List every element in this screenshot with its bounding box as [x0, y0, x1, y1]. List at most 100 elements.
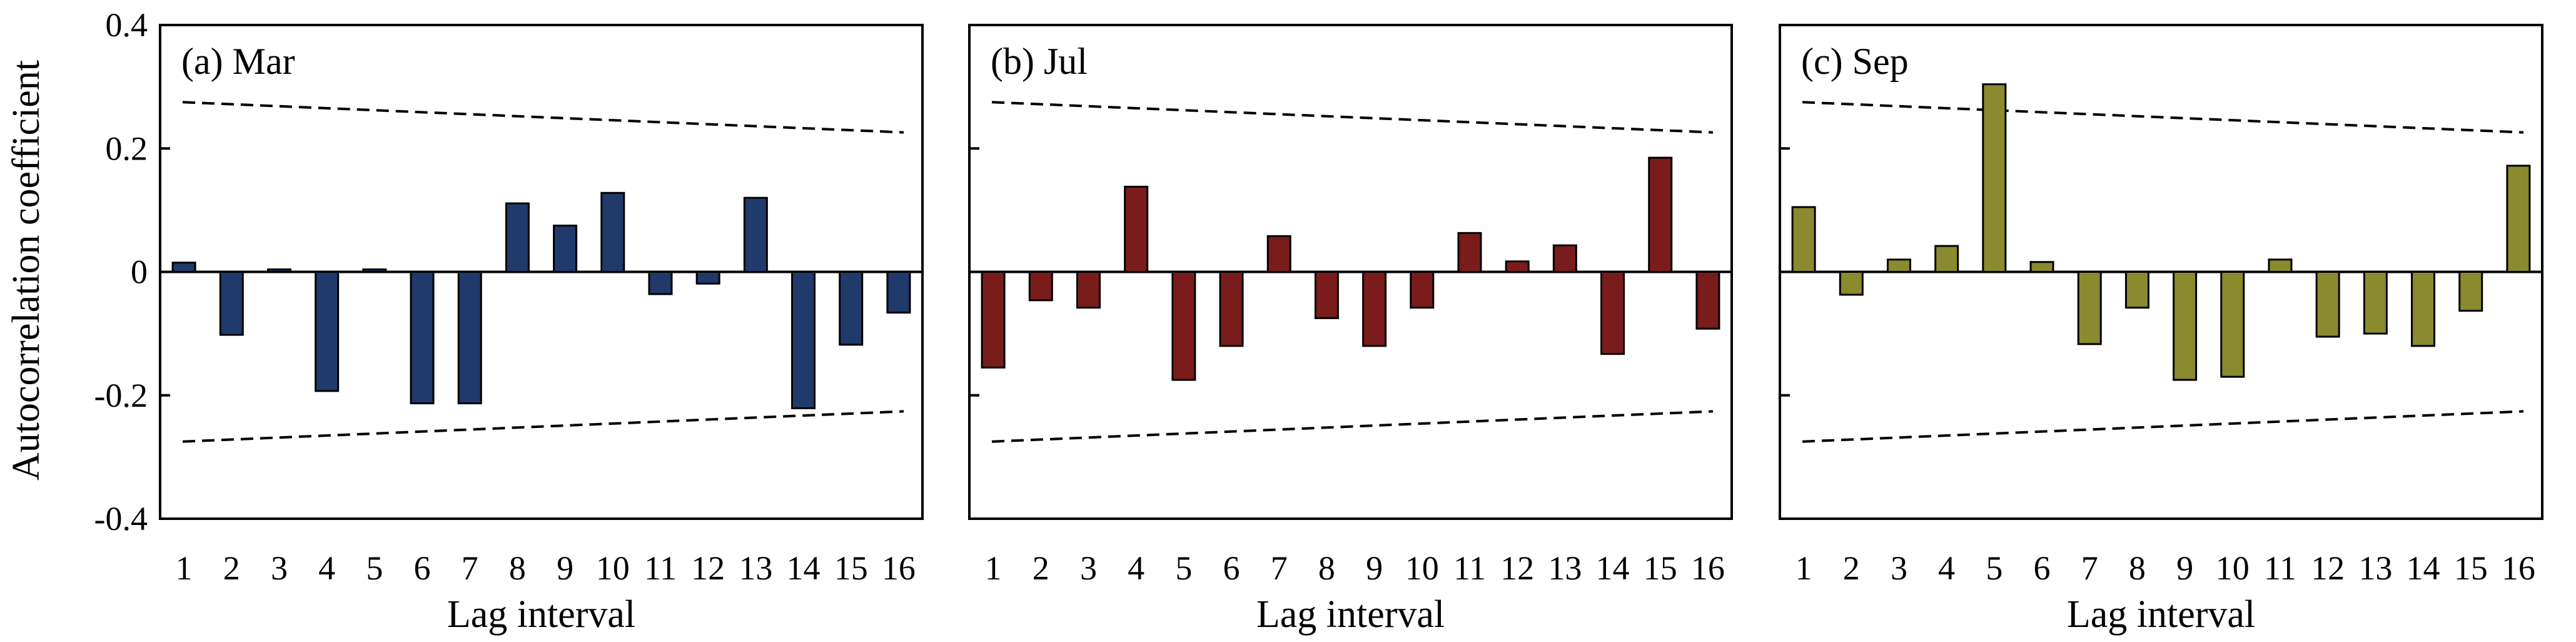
- bar-lag-14: [1600, 271, 1625, 355]
- bar-lag-16: [1695, 271, 1720, 330]
- x-tick-label: 3: [1891, 549, 1907, 587]
- bar-lag-1: [981, 271, 1006, 369]
- bar-lag-15: [2458, 271, 2483, 312]
- upper-confidence-line: [991, 101, 1714, 134]
- bar-lag-14: [2411, 271, 2436, 347]
- bar-lag-7: [2077, 271, 2102, 345]
- x-tick-label: 12: [1500, 549, 1534, 587]
- bar-lag-8: [1314, 271, 1339, 319]
- x-tick-label: 13: [2358, 549, 2392, 587]
- bar-lag-16: [2506, 165, 2531, 273]
- bar-lag-4: [1934, 245, 1959, 273]
- panel-title: (a) Mar: [181, 41, 295, 82]
- x-tick-label: 7: [2081, 549, 2098, 587]
- x-tick-label: 2: [223, 549, 240, 587]
- x-tick-label: 3: [271, 549, 288, 587]
- x-tick-label: 8: [509, 549, 526, 587]
- lower-confidence-line: [1802, 410, 2524, 443]
- x-tick-label: 4: [318, 549, 335, 587]
- x-tick-label: 8: [2129, 549, 2146, 587]
- x-tick-label: 6: [414, 549, 431, 587]
- bar-lag-9: [2173, 271, 2198, 381]
- bar-lag-12: [1505, 260, 1530, 273]
- x-tick-label: 4: [1128, 549, 1144, 587]
- bar-lag-11: [2268, 258, 2293, 273]
- bar-lag-12: [2315, 271, 2340, 338]
- upper-confidence-line: [1802, 101, 2524, 134]
- bar-lag-4: [315, 271, 340, 392]
- x-axis-title: Lag interval: [2067, 593, 2255, 636]
- bar-lag-3: [1886, 258, 1911, 273]
- y-tick-label: 0: [131, 253, 148, 291]
- x-tick-label: 9: [557, 549, 573, 587]
- x-tick-label: 13: [1548, 549, 1582, 587]
- x-tick-label: 6: [1223, 549, 1240, 587]
- panel-1: 0.40.20-0.2-0.41 2 3 4 5 6 7 8 9 10 11 12 13 14 15 16La…: [94, 6, 924, 636]
- x-tick-label: 9: [1366, 549, 1383, 587]
- bar-lag-10: [600, 191, 625, 273]
- x-tick-label: 3: [1080, 549, 1097, 587]
- x-tick-label: 2: [1033, 549, 1049, 587]
- x-tick-label: 11: [1453, 549, 1486, 587]
- bar-lag-9: [1362, 271, 1387, 347]
- x-tick-label: 14: [787, 549, 821, 587]
- x-tick-label: 1: [1796, 549, 1812, 587]
- bar-lag-12: [695, 271, 720, 285]
- x-tick-label: 7: [1271, 549, 1288, 587]
- panel-title: (c) Sep: [1801, 41, 1909, 82]
- bar-lag-11: [1457, 232, 1482, 273]
- bar-lag-7: [1266, 235, 1291, 273]
- bar-lag-2: [1839, 271, 1864, 296]
- bar-lag-3: [1076, 271, 1101, 309]
- x-tick-label: 15: [834, 549, 868, 587]
- x-tick-label: 10: [2216, 549, 2250, 587]
- x-tick-label: 2: [1843, 549, 1860, 587]
- x-tick-label: 15: [2454, 549, 2488, 587]
- x-tick-label: 11: [644, 549, 677, 587]
- x-tick-label: 10: [1405, 549, 1439, 587]
- bar-lag-3: [266, 268, 291, 273]
- bar-lag-15: [1648, 156, 1673, 273]
- bar-lag-6: [2029, 261, 2054, 273]
- bar-lag-1: [1791, 206, 1816, 273]
- x-tick-label: 10: [596, 549, 630, 587]
- x-tick-label: 16: [2502, 549, 2535, 587]
- x-tick-label: 5: [1175, 549, 1192, 587]
- bar-lag-5: [362, 268, 387, 273]
- bar-lag-14: [791, 271, 816, 409]
- bar-lag-7: [457, 271, 482, 405]
- bar-lag-9: [553, 225, 578, 273]
- x-tick-label: 4: [1938, 549, 1955, 587]
- x-tick-label: 14: [2407, 549, 2440, 587]
- x-tick-label: 12: [2311, 549, 2345, 587]
- x-tick-label: 9: [2176, 549, 2193, 587]
- y-axis-title: Autocorrelation coefficient: [5, 60, 48, 481]
- bar-lag-8: [505, 202, 530, 273]
- x-axis-title: Lag interval: [447, 593, 635, 636]
- bar-lag-2: [1028, 271, 1053, 302]
- bar-lag-16: [886, 271, 911, 314]
- bar-lag-10: [1410, 271, 1435, 309]
- y-tick-label: 0.2: [106, 130, 148, 167]
- upper-confidence-line: [182, 101, 904, 134]
- x-tick-label: 14: [1596, 549, 1630, 587]
- lower-confidence-line: [991, 410, 1714, 443]
- bar-lag-15: [839, 271, 864, 346]
- bar-lag-13: [2363, 271, 2388, 335]
- x-tick-label: 16: [882, 549, 916, 587]
- y-tick-label: -0.2: [94, 377, 148, 414]
- x-tick-label: 5: [1986, 549, 2003, 587]
- lower-confidence-line: [182, 410, 904, 443]
- bar-lag-11: [648, 271, 673, 295]
- x-tick-label: 5: [366, 549, 383, 587]
- bar-lag-6: [410, 271, 435, 405]
- bar-lag-4: [1124, 185, 1149, 273]
- x-tick-label: 6: [2034, 549, 2051, 587]
- x-tick-label: 15: [1644, 549, 1677, 587]
- x-tick-label: 7: [462, 549, 478, 587]
- bar-lag-13: [743, 196, 768, 273]
- x-tick-label: 1: [985, 549, 1002, 587]
